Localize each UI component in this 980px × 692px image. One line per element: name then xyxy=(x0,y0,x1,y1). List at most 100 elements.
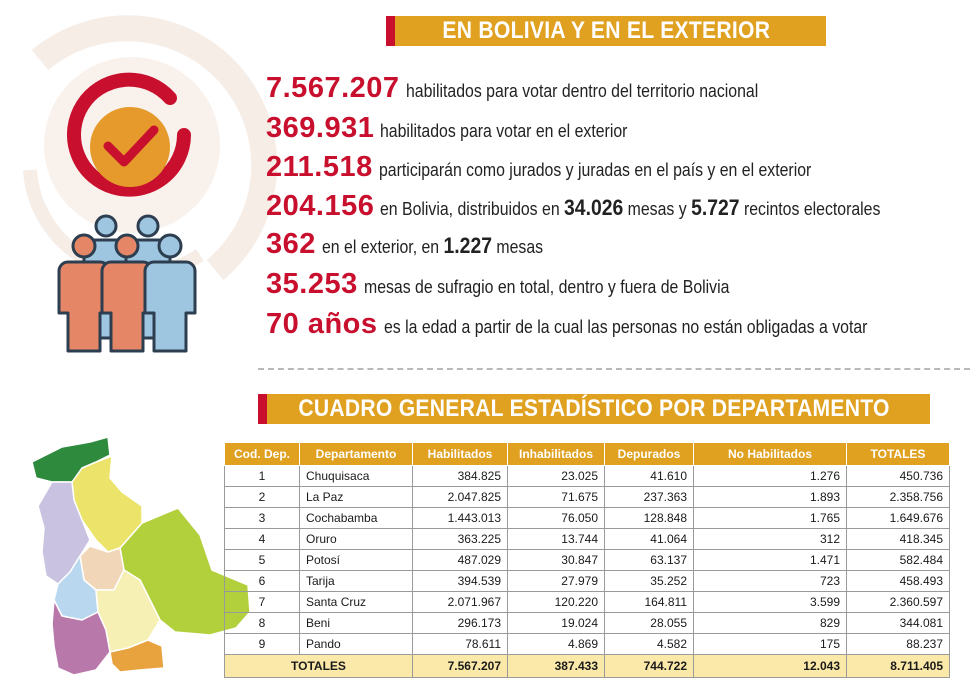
cell-depurados: 4.582 xyxy=(604,633,694,655)
total-no-habilitados: 12.043 xyxy=(693,654,847,678)
stat-emphasis: 34.026 xyxy=(564,195,624,220)
cell-inhabilitados: 120.220 xyxy=(507,591,605,613)
bolivia-map-icon xyxy=(31,436,251,676)
header-title: EN BOLIVIA Y EN EL EXTERIOR xyxy=(442,17,770,44)
cell-department: Potosí xyxy=(299,549,413,571)
table-row: 4 Oruro 363.225 13.744 41.064 312 418.34… xyxy=(224,528,950,550)
cell-totales: 1.649.676 xyxy=(846,507,950,529)
cell-depurados: 28.055 xyxy=(604,612,694,634)
cell-department: Oruro xyxy=(299,528,413,550)
col-header: Cod. Dep. xyxy=(224,442,300,466)
table-row: 3 Cochabamba 1.443.013 76.050 128.848 1.… xyxy=(224,507,950,529)
table-title: CUADRO GENERAL ESTADÍSTICO POR DEPARTAME… xyxy=(298,395,890,422)
cell-totales: 582.484 xyxy=(846,549,950,571)
col-header: No Habilitados xyxy=(693,442,847,466)
col-header: Inhabilitados xyxy=(507,442,605,466)
stat-line: 35.253 mesas de sufragio en total, dentro… xyxy=(266,268,779,301)
cell-inhabilitados: 13.744 xyxy=(507,528,605,550)
cell-habilitados: 78.611 xyxy=(412,633,508,655)
table-row: 1 Chuquisaca 384.825 23.025 41.610 1.276… xyxy=(224,465,950,487)
cell-inhabilitados: 71.675 xyxy=(507,486,605,508)
cell-code: 7 xyxy=(224,591,300,613)
stat-emphasis: 5.727 xyxy=(691,195,740,220)
stat-text: mesas de sufragio en total, dentro y fue… xyxy=(363,277,730,297)
cell-habilitados: 487.029 xyxy=(412,549,508,571)
cell-code: 4 xyxy=(224,528,300,550)
cell-habilitados: 384.825 xyxy=(412,465,508,487)
cell-depurados: 237.363 xyxy=(604,486,694,508)
cell-totales: 88.237 xyxy=(846,633,950,655)
cell-habilitados: 1.443.013 xyxy=(412,507,508,529)
total-totales: 8.711.405 xyxy=(846,654,950,678)
map-potosi xyxy=(51,599,111,676)
cell-inhabilitados: 30.847 xyxy=(507,549,605,571)
stat-number: 35.253 xyxy=(266,268,358,300)
cell-code: 1 xyxy=(224,465,300,487)
cell-depurados: 164.811 xyxy=(604,591,694,613)
cell-department: Chuquisaca xyxy=(299,465,413,487)
map-chuquisaca xyxy=(95,569,161,653)
stat-text: en el exterior, en xyxy=(321,237,440,257)
cell-department: Cochabamba xyxy=(299,507,413,529)
stat-number: 211.518 xyxy=(266,151,373,183)
stat-text: mesas y xyxy=(628,199,687,219)
stat-line: 369.931 habilitados para votar en el exte… xyxy=(266,112,662,145)
cell-code: 9 xyxy=(224,633,300,655)
stat-line: 362 en el exterior, en 1.227 mesas xyxy=(266,228,573,261)
stat-text: habilitados para votar dentro del territ… xyxy=(405,81,758,101)
cell-habilitados: 2.047.825 xyxy=(412,486,508,508)
stat-number: 70 años xyxy=(266,308,378,340)
cell-no-habilitados: 1.765 xyxy=(693,507,847,529)
people-group-icon xyxy=(57,214,197,353)
total-depurados: 744.722 xyxy=(604,654,694,678)
header-banner: EN BOLIVIA Y EN EL EXTERIOR xyxy=(386,16,826,46)
section-divider xyxy=(258,368,970,370)
banner-accent-bar xyxy=(386,16,395,46)
cell-department: Pando xyxy=(299,633,413,655)
cell-department: La Paz xyxy=(299,486,413,508)
total-habilitados: 7.567.207 xyxy=(412,654,508,678)
cell-inhabilitados: 19.024 xyxy=(507,612,605,634)
cell-code: 8 xyxy=(224,612,300,634)
cell-no-habilitados: 829 xyxy=(693,612,847,634)
cell-totales: 344.081 xyxy=(846,612,950,634)
cell-totales: 458.493 xyxy=(846,570,950,592)
col-header: Depurados xyxy=(604,442,694,466)
cell-depurados: 41.064 xyxy=(604,528,694,550)
stat-line: 211.518 participarán como jurados y jurad… xyxy=(266,151,870,184)
total-inhabilitados: 387.433 xyxy=(507,654,605,678)
totals-row: TOTALES 7.567.207 387.433 744.722 12.043… xyxy=(224,654,950,678)
table-row: 9 Pando 78.611 4.869 4.582 175 88.237 xyxy=(224,633,950,655)
table-row: 5 Potosí 487.029 30.847 63.137 1.471 582… xyxy=(224,549,950,571)
map-pando xyxy=(31,436,111,483)
stat-number: 7.567.207 xyxy=(266,72,400,104)
cell-code: 6 xyxy=(224,570,300,592)
cell-inhabilitados: 27.979 xyxy=(507,570,605,592)
stat-line: 70 años es la edad a partir de la cual la… xyxy=(266,308,933,341)
department-stats-table: Cod. Dep. Departamento Habilitados Inhab… xyxy=(224,442,950,678)
cell-totales: 2.358.756 xyxy=(846,486,950,508)
table-row: 2 La Paz 2.047.825 71.675 237.363 1.893 … xyxy=(224,486,950,508)
cell-totales: 2.360.597 xyxy=(846,591,950,613)
cell-habilitados: 2.071.967 xyxy=(412,591,508,613)
cell-inhabilitados: 76.050 xyxy=(507,507,605,529)
stat-line: 204.156 en Bolivia, distribuidos en 34.02… xyxy=(266,190,949,223)
totals-label: TOTALES xyxy=(224,654,413,678)
cell-depurados: 35.252 xyxy=(604,570,694,592)
col-header: TOTALES xyxy=(846,442,950,466)
cell-no-habilitados: 723 xyxy=(693,570,847,592)
table-banner: CUADRO GENERAL ESTADÍSTICO POR DEPARTAME… xyxy=(258,394,930,424)
stat-text: mesas xyxy=(496,237,543,257)
stat-emphasis: 1.227 xyxy=(443,233,492,258)
cell-no-habilitados: 1.471 xyxy=(693,549,847,571)
cell-no-habilitados: 1.276 xyxy=(693,465,847,487)
check-circle-icon xyxy=(67,72,191,197)
stat-text: habilitados para votar en el exterior xyxy=(380,121,628,141)
cell-no-habilitados: 312 xyxy=(693,528,847,550)
banner-accent-bar xyxy=(258,394,267,424)
cell-department: Beni xyxy=(299,612,413,634)
cell-department: Santa Cruz xyxy=(299,591,413,613)
cell-no-habilitados: 1.893 xyxy=(693,486,847,508)
cell-inhabilitados: 23.025 xyxy=(507,465,605,487)
col-header: Habilitados xyxy=(412,442,508,466)
